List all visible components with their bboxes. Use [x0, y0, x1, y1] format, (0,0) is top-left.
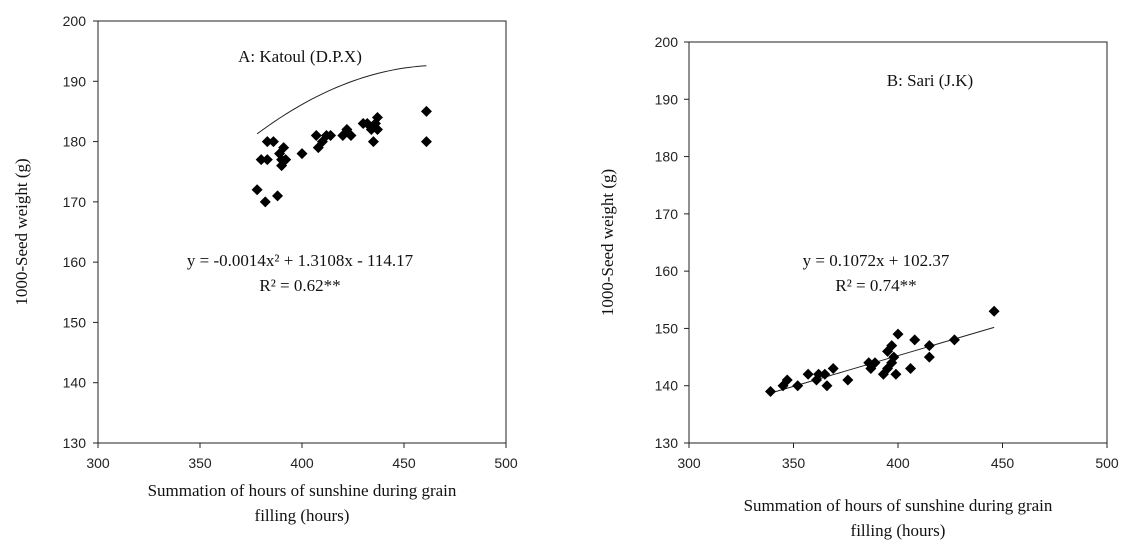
data-point [923, 351, 935, 363]
y-tick-label: 190 [655, 91, 679, 107]
chart-panel-sari: 130 140 150 160 170 180 190 200 300 350 400 450 500 B… [598, 34, 1119, 540]
x-tick-label: 450 [392, 455, 416, 471]
data-point [296, 148, 308, 160]
data-point [367, 136, 379, 148]
data-point [278, 142, 290, 154]
chart-panel-katoul: 130 140 150 160 170 180 190 200 300 350 400 450 500 A… [12, 13, 518, 525]
data-point [909, 334, 921, 346]
data-point [888, 351, 900, 363]
data-point [310, 130, 322, 142]
y-tick-label: 140 [63, 375, 87, 391]
data-point [325, 130, 337, 142]
y-tick-label: 150 [63, 314, 87, 330]
plot-area-frame [97, 20, 507, 444]
x-tick-label: 350 [782, 455, 806, 471]
x-axis-label-line-1: Summation of hours of sunshine during gr… [148, 481, 457, 500]
y-tick-label: 130 [655, 435, 679, 451]
data-point [819, 368, 831, 380]
plot-area-frame [688, 41, 1108, 444]
data-point [813, 368, 825, 380]
x-tick-label: 300 [86, 455, 110, 471]
data-point [827, 363, 839, 375]
x-tick-label: 400 [290, 455, 314, 471]
data-point [261, 136, 273, 148]
y-tick-label: 150 [655, 320, 679, 336]
data-point [821, 380, 833, 392]
data-point [420, 136, 432, 148]
data-point [251, 184, 263, 196]
x-tick-label: 350 [188, 455, 212, 471]
x-tick-label: 450 [991, 455, 1015, 471]
data-point [890, 368, 902, 380]
data-point [371, 111, 383, 123]
y-tick-label: 130 [63, 435, 87, 451]
panel-title: B: Sari (J.K) [887, 71, 973, 90]
regression-equation: y = 0.1072x + 102.37 [803, 251, 950, 270]
trend-line [772, 326, 995, 393]
data-point [261, 154, 273, 166]
data-point [948, 334, 960, 346]
data-point [420, 105, 432, 117]
y-tick-label: 160 [655, 263, 679, 279]
y-tick-label: 200 [63, 13, 87, 29]
x-axis-label-line-2: filling (hours) [851, 521, 946, 540]
y-tick-label: 140 [655, 378, 679, 394]
regression-equation: y = -0.0014x² + 1.3108x - 114.17 [187, 251, 414, 270]
x-tick-label: 500 [1095, 455, 1119, 471]
data-point [781, 374, 793, 386]
y-tick-label: 160 [63, 254, 87, 270]
data-point [792, 380, 804, 392]
x-tick-label: 500 [494, 455, 518, 471]
trend-line [256, 65, 427, 135]
data-point [988, 305, 1000, 317]
data-point [905, 363, 917, 375]
data-point [886, 340, 898, 352]
y-axis-label: 1000-Seed weight (g) [598, 169, 617, 316]
data-point [765, 385, 777, 397]
data-point [259, 196, 271, 208]
x-axis-label-line-2: filling (hours) [255, 506, 350, 525]
y-tick-label: 170 [63, 194, 87, 210]
data-point [923, 340, 935, 352]
data-point [255, 154, 267, 166]
y-axis-label: 1000-Seed weight (g) [12, 158, 31, 305]
panel-title: A: Katoul (D.P.X) [238, 47, 362, 66]
data-point [280, 154, 292, 166]
data-point [869, 357, 881, 369]
r-squared-label: R² = 0.62** [259, 276, 340, 295]
x-axis-label-line-1: Summation of hours of sunshine during gr… [744, 496, 1053, 515]
y-tick-label: 180 [63, 134, 87, 150]
x-tick-label: 300 [677, 455, 701, 471]
data-point [892, 328, 904, 340]
y-tick-label: 180 [655, 149, 679, 165]
r-squared-label: R² = 0.74** [835, 276, 916, 295]
data-point [272, 190, 284, 202]
y-tick-label: 190 [63, 73, 87, 89]
data-point [802, 368, 814, 380]
data-point [267, 136, 279, 148]
y-tick-label: 200 [655, 34, 679, 50]
data-point [842, 374, 854, 386]
x-tick-label: 400 [886, 455, 910, 471]
y-tick-label: 170 [655, 206, 679, 222]
data-point [345, 130, 357, 142]
data-point [371, 124, 383, 136]
